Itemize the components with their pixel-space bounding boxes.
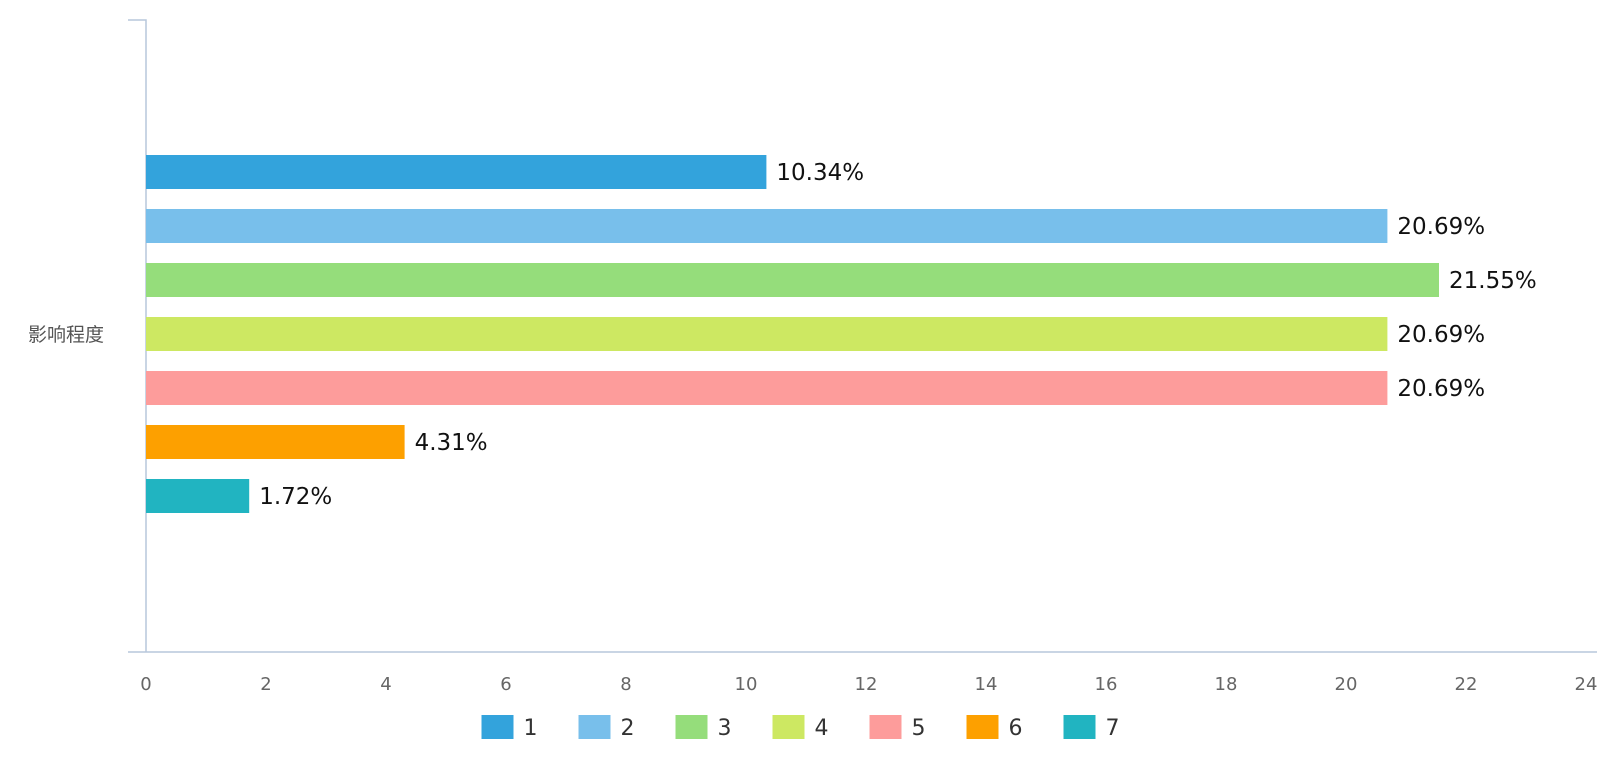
bar-series-3 bbox=[146, 263, 1439, 297]
data-label-series-6: 4.31% bbox=[415, 430, 488, 456]
legend-label: 3 bbox=[718, 716, 732, 741]
category-label: 影响程度 bbox=[28, 324, 104, 346]
legend-label: 7 bbox=[1106, 716, 1120, 741]
legend-label: 4 bbox=[815, 716, 829, 741]
legend: 1 2 3 4 5 6 7 bbox=[481, 715, 1120, 741]
bars bbox=[146, 155, 1439, 513]
bar-series-2 bbox=[146, 209, 1388, 243]
x-tick-label: 16 bbox=[1095, 674, 1118, 695]
x-tick-label: 10 bbox=[735, 674, 758, 695]
legend-swatch bbox=[966, 715, 999, 739]
bar-series-6 bbox=[146, 425, 405, 459]
legend-item-5[interactable]: 5 bbox=[869, 715, 926, 741]
legend-item-7[interactable]: 7 bbox=[1063, 715, 1120, 741]
category-labels: 影响程度 bbox=[28, 324, 104, 346]
x-tick-label: 8 bbox=[620, 674, 631, 695]
data-label-series-5: 20.69% bbox=[1397, 376, 1485, 402]
legend-swatch bbox=[772, 715, 805, 739]
x-tick-label: 18 bbox=[1215, 674, 1238, 695]
legend-item-6[interactable]: 6 bbox=[966, 715, 1023, 741]
x-tick-label: 6 bbox=[500, 674, 511, 695]
bar-series-5 bbox=[146, 371, 1388, 405]
data-labels: 10.34% 20.69% 21.55% 20.69% 20.69% 4.31% 1.72% bbox=[259, 160, 1537, 510]
legend-swatch bbox=[1063, 715, 1096, 739]
legend-item-2[interactable]: 2 bbox=[578, 715, 635, 741]
legend-label: 1 bbox=[524, 716, 538, 741]
x-tick-label: 24 bbox=[1575, 674, 1598, 695]
data-label-series-1: 10.34% bbox=[776, 160, 864, 186]
legend-label: 2 bbox=[621, 716, 635, 741]
legend-swatch bbox=[675, 715, 708, 739]
legend-swatch bbox=[869, 715, 902, 739]
bar-series-4 bbox=[146, 317, 1388, 351]
data-label-series-2: 20.69% bbox=[1397, 214, 1485, 240]
x-tick-label: 20 bbox=[1335, 674, 1358, 695]
legend-label: 6 bbox=[1009, 716, 1023, 741]
data-label-series-4: 20.69% bbox=[1397, 322, 1485, 348]
legend-item-4[interactable]: 4 bbox=[772, 715, 829, 741]
data-label-series-7: 1.72% bbox=[259, 484, 332, 510]
legend-item-3[interactable]: 3 bbox=[675, 715, 732, 741]
x-tick-label: 4 bbox=[380, 674, 391, 695]
x-tick-label: 0 bbox=[140, 674, 151, 695]
x-tick-labels: 0 2 4 6 8 10 12 14 16 18 20 22 24 bbox=[140, 674, 1597, 695]
data-label-series-3: 21.55% bbox=[1449, 268, 1537, 294]
x-tick-label: 2 bbox=[260, 674, 271, 695]
legend-swatch bbox=[481, 715, 514, 739]
y-axis-line bbox=[128, 19, 147, 652]
x-tick-label: 12 bbox=[855, 674, 878, 695]
bar-series-7 bbox=[146, 479, 250, 513]
legend-swatch bbox=[578, 715, 611, 739]
bar-series-1 bbox=[146, 155, 767, 189]
legend-item-1[interactable]: 1 bbox=[481, 715, 538, 741]
x-tick-label: 22 bbox=[1455, 674, 1478, 695]
legend-label: 5 bbox=[912, 716, 926, 741]
x-tick-label: 14 bbox=[975, 674, 998, 695]
